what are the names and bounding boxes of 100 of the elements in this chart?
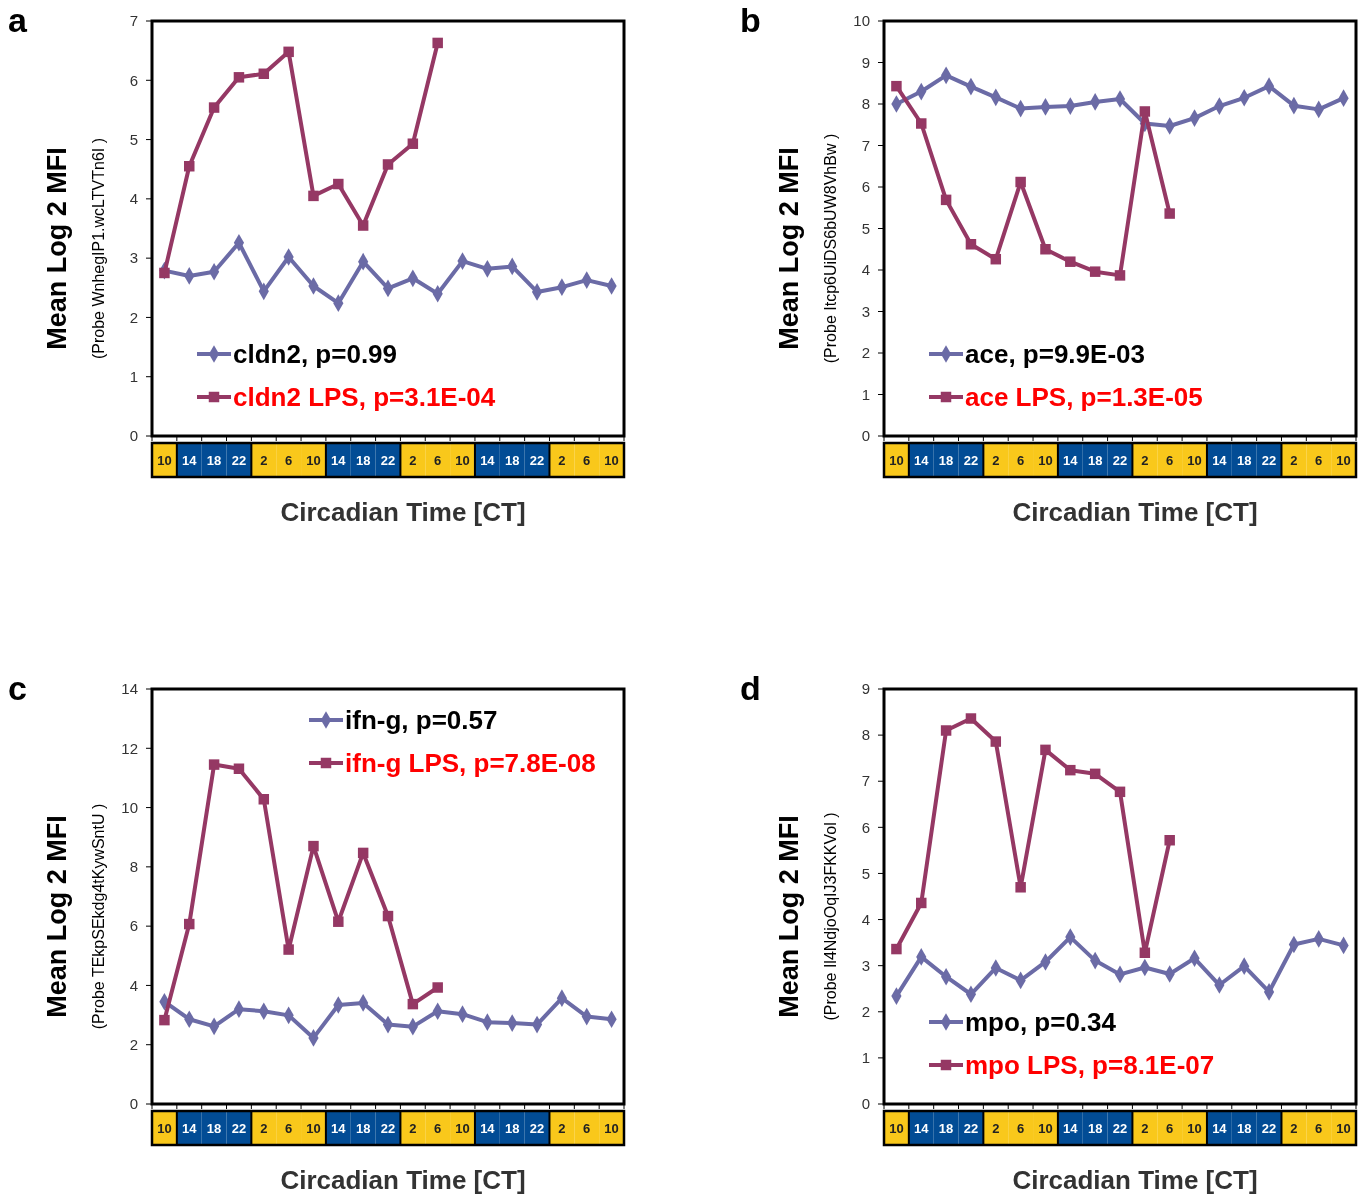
x-axis-title: Circadian Time [CT] bbox=[1012, 497, 1258, 527]
point bbox=[382, 910, 394, 922]
point bbox=[891, 943, 902, 955]
x-tick-label: 14 bbox=[914, 1120, 930, 1136]
point bbox=[1065, 764, 1076, 776]
x-tick-label: 14 bbox=[1212, 452, 1228, 468]
x-tick-label: 22 bbox=[380, 452, 396, 468]
x-tick-label: 18 bbox=[1236, 452, 1252, 468]
x-tick-label: 14 bbox=[1063, 1120, 1079, 1136]
x-tick-label: 14 bbox=[331, 452, 347, 468]
x-tick-label: 6 bbox=[434, 452, 442, 468]
point bbox=[1040, 244, 1051, 255]
point bbox=[916, 118, 927, 129]
y-tick-label: 0 bbox=[129, 427, 138, 445]
x-tick-label: 2 bbox=[260, 1120, 268, 1136]
y-tick-label: 10 bbox=[121, 798, 138, 816]
y-tick-label: 14 bbox=[121, 680, 138, 698]
point bbox=[916, 897, 927, 909]
x-tick-label: 22 bbox=[231, 452, 247, 468]
legend-label: cldn2, p=0.99 bbox=[233, 339, 398, 370]
y-tick-label: 4 bbox=[861, 910, 870, 928]
legend-label: cldn2 LPS, p=3.1E-04 bbox=[233, 382, 496, 413]
point bbox=[308, 190, 319, 202]
x-tick-label: 2 bbox=[992, 452, 1000, 468]
y-tick-label: 8 bbox=[129, 858, 138, 876]
x-axis-title: Circadian Time [CT] bbox=[280, 1165, 526, 1195]
point bbox=[1015, 176, 1026, 188]
point bbox=[940, 725, 952, 736]
x-tick-label: 6 bbox=[1315, 1120, 1323, 1136]
point bbox=[283, 46, 294, 58]
chart-title: c bbox=[8, 669, 27, 707]
x-tick-label: 22 bbox=[380, 1120, 396, 1136]
x-tick-label: 6 bbox=[285, 452, 293, 468]
x-tick-label: 2 bbox=[260, 452, 268, 468]
x-tick-label: 2 bbox=[1290, 1120, 1298, 1136]
x-tick-label: 10 bbox=[306, 452, 321, 468]
point bbox=[1114, 786, 1126, 798]
point bbox=[940, 194, 952, 206]
y-tick-label: 6 bbox=[129, 71, 138, 89]
y-tick-label: 1 bbox=[861, 1049, 870, 1067]
point bbox=[308, 840, 319, 852]
y-tick-label: 4 bbox=[129, 190, 138, 208]
chart-title: a bbox=[8, 1, 28, 39]
x-tick-label: 18 bbox=[504, 452, 520, 468]
x-tick-label: 6 bbox=[434, 1120, 442, 1136]
x-tick-label: 22 bbox=[1261, 452, 1277, 468]
x-tick-label: 14 bbox=[1063, 452, 1079, 468]
point bbox=[258, 794, 270, 805]
y-tick-label: 7 bbox=[861, 136, 870, 154]
legend-label: mpo LPS, p=8.1E-07 bbox=[965, 1050, 1215, 1081]
x-tick-label: 2 bbox=[1141, 1120, 1149, 1136]
x-tick-label: 6 bbox=[1017, 1120, 1025, 1136]
point bbox=[159, 1014, 170, 1026]
x-tick-label: 18 bbox=[938, 1120, 954, 1136]
x-tick-label: 10 bbox=[1187, 452, 1202, 468]
y-tick-label: 8 bbox=[861, 726, 870, 744]
x-tick-label: 10 bbox=[1336, 1120, 1351, 1136]
x-tick-label: 10 bbox=[889, 1120, 904, 1136]
point bbox=[184, 918, 195, 930]
x-tick-label: 6 bbox=[583, 1120, 591, 1136]
x-tick-label: 6 bbox=[583, 452, 591, 468]
point bbox=[1114, 270, 1126, 281]
point bbox=[184, 161, 195, 172]
x-tick-label: 18 bbox=[1087, 1120, 1103, 1136]
y-tick-label: 3 bbox=[861, 302, 870, 320]
point bbox=[1164, 835, 1175, 846]
y-tick-label: 7 bbox=[129, 12, 138, 30]
y-tick-label: 0 bbox=[129, 1095, 138, 1113]
point bbox=[159, 267, 170, 279]
x-tick-label: 22 bbox=[231, 1120, 247, 1136]
x-tick-label: 6 bbox=[1166, 452, 1174, 468]
point bbox=[382, 159, 394, 170]
point bbox=[258, 68, 270, 80]
y-tick-label: 4 bbox=[861, 261, 870, 279]
legend-label: ace LPS, p=1.3E-05 bbox=[965, 382, 1203, 413]
x-tick-label: 14 bbox=[182, 1120, 198, 1136]
x-tick-label: 10 bbox=[157, 1120, 172, 1136]
y-tick-label: 5 bbox=[129, 130, 138, 148]
x-tick-label: 14 bbox=[331, 1120, 347, 1136]
point bbox=[357, 847, 369, 859]
point bbox=[1164, 208, 1175, 219]
y-tick-label: 1 bbox=[129, 367, 138, 385]
x-tick-label: 2 bbox=[1290, 452, 1298, 468]
y-tick-label: 12 bbox=[121, 739, 138, 757]
y-tick-label: 3 bbox=[861, 956, 870, 974]
point bbox=[357, 220, 369, 231]
point bbox=[333, 178, 344, 190]
x-tick-label: 18 bbox=[206, 1120, 222, 1136]
x-tick-label: 18 bbox=[1236, 1120, 1252, 1136]
x-tick-label: 10 bbox=[306, 1120, 321, 1136]
y-tick-label: 9 bbox=[861, 53, 870, 71]
x-tick-label: 22 bbox=[1112, 452, 1128, 468]
y-axis-title: Mean Log 2 MFI (Probe WnhegIP1.wcLTVTn6I ) bbox=[42, 137, 107, 360]
y-tick-label: 3 bbox=[129, 249, 138, 267]
x-tick-label: 22 bbox=[963, 1120, 979, 1136]
point bbox=[990, 736, 1002, 747]
point bbox=[891, 80, 902, 92]
legend-label: ifn-g LPS, p=7.8E-08 bbox=[345, 748, 596, 779]
point bbox=[432, 37, 443, 49]
x-tick-label: 14 bbox=[480, 1120, 496, 1136]
